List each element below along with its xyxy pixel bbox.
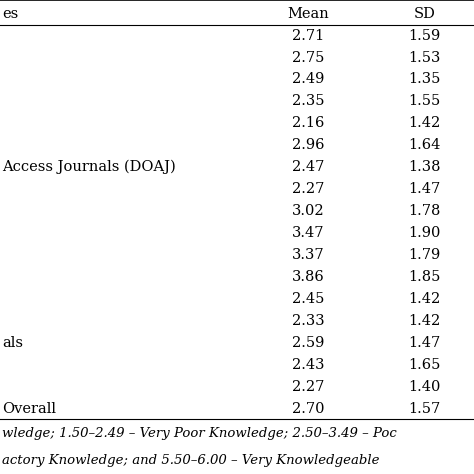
Text: 1.85: 1.85	[408, 270, 440, 284]
Text: 1.64: 1.64	[408, 138, 440, 152]
Text: 2.75: 2.75	[292, 51, 324, 64]
Text: 1.90: 1.90	[408, 226, 440, 240]
Text: Access Journals (DOAJ): Access Journals (DOAJ)	[2, 160, 176, 174]
Text: 1.47: 1.47	[408, 182, 440, 196]
Text: 2.47: 2.47	[292, 160, 324, 174]
Text: 2.59: 2.59	[292, 336, 324, 350]
Text: 1.59: 1.59	[408, 28, 440, 43]
Text: 1.53: 1.53	[408, 51, 440, 64]
Text: SD: SD	[413, 7, 435, 20]
Text: 2.16: 2.16	[292, 116, 324, 130]
Text: 1.57: 1.57	[408, 401, 440, 416]
Text: 2.96: 2.96	[292, 138, 324, 152]
Text: 3.47: 3.47	[292, 226, 324, 240]
Text: 2.27: 2.27	[292, 182, 324, 196]
Text: 1.42: 1.42	[408, 292, 440, 306]
Text: actory Knowledge; and 5.50–6.00 – Very Knowledgeable: actory Knowledge; and 5.50–6.00 – Very K…	[2, 454, 380, 467]
Text: 1.35: 1.35	[408, 73, 440, 86]
Text: 1.65: 1.65	[408, 358, 440, 372]
Text: es: es	[2, 7, 18, 20]
Text: 2.70: 2.70	[292, 401, 324, 416]
Text: 1.47: 1.47	[408, 336, 440, 350]
Text: 1.42: 1.42	[408, 314, 440, 328]
Text: 2.71: 2.71	[292, 28, 324, 43]
Text: wledge; 1.50–2.49 – Very Poor Knowledge; 2.50–3.49 – Poc: wledge; 1.50–2.49 – Very Poor Knowledge;…	[2, 427, 397, 439]
Text: 2.33: 2.33	[292, 314, 324, 328]
Text: 1.78: 1.78	[408, 204, 440, 218]
Text: 2.45: 2.45	[292, 292, 324, 306]
Text: 2.35: 2.35	[292, 94, 324, 109]
Text: 1.42: 1.42	[408, 116, 440, 130]
Text: 3.86: 3.86	[292, 270, 325, 284]
Text: 2.43: 2.43	[292, 358, 324, 372]
Text: als: als	[2, 336, 23, 350]
Text: 2.27: 2.27	[292, 380, 324, 393]
Text: 2.49: 2.49	[292, 73, 324, 86]
Text: 3.02: 3.02	[292, 204, 324, 218]
Text: 3.37: 3.37	[292, 248, 324, 262]
Text: 1.79: 1.79	[408, 248, 440, 262]
Text: Overall: Overall	[2, 401, 56, 416]
Text: Mean: Mean	[287, 7, 329, 20]
Text: 1.38: 1.38	[408, 160, 440, 174]
Text: 1.55: 1.55	[408, 94, 440, 109]
Text: 1.40: 1.40	[408, 380, 440, 393]
